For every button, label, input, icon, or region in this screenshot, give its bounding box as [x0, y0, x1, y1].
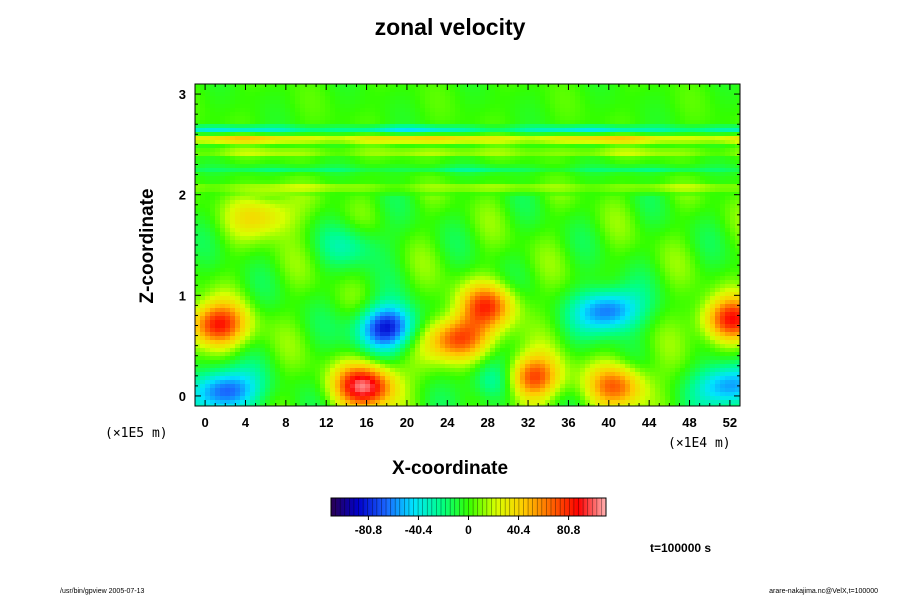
x-tick-label: 32	[521, 415, 535, 430]
x-tick-label: 4	[242, 415, 250, 430]
x-tick-label: 36	[561, 415, 575, 430]
x-tick-label: 24	[440, 415, 455, 430]
colorbar-tick-label: 40.4	[507, 523, 531, 537]
x-tick-label: 40	[602, 415, 616, 430]
colorbar-tick-label: 80.8	[557, 523, 581, 537]
heatmap-field	[195, 84, 740, 406]
x-axis-unit: (×1E4 m)	[668, 436, 731, 451]
x-tick-label: 8	[282, 415, 289, 430]
x-tick-label: 16	[359, 415, 373, 430]
chart-title: zonal velocity	[374, 14, 526, 40]
x-tick-label: 12	[319, 415, 333, 430]
y-axis-unit: (×1E5 m)	[105, 426, 168, 441]
colorbar-tick-label: -80.8	[355, 523, 383, 537]
y-axis-label: Z-coordinate	[137, 188, 158, 304]
y-tick-label: 1	[179, 288, 186, 303]
x-tick-label: 52	[723, 415, 737, 430]
colorbar-ticks: -80.8 -40.4 0 40.4 80.8	[355, 516, 581, 537]
x-axis-label: X-coordinate	[391, 458, 509, 479]
y-axis-ticks: 0 1 2 3	[179, 83, 740, 407]
footer-left-text: /usr/bin/gpview 2005-07-13	[60, 588, 145, 595]
x-axis-ticks: 0 4 8 12 16 20 24 28 32 36 40 44 48 52	[194, 84, 741, 430]
y-tick-label: 2	[179, 188, 186, 203]
x-tick-label: 0	[201, 415, 208, 430]
time-label: t=100000 s	[650, 541, 712, 555]
colorbar-tick-label: 0	[465, 523, 472, 537]
x-tick-label: 20	[400, 415, 414, 430]
colorbar: -80.8 -40.4 0 40.4 80.8	[330, 497, 607, 537]
x-tick-label: 48	[682, 415, 696, 430]
colorbar-divisions	[335, 498, 602, 516]
x-tick-label: 44	[642, 415, 657, 430]
colorbar-tick-label: -40.4	[405, 523, 433, 537]
y-tick-label: 0	[179, 389, 186, 404]
x-tick-label: 28	[480, 415, 494, 430]
y-tick-label: 3	[179, 87, 186, 102]
footer-right-text: arare-nakajima.nc@VelX,t=100000	[769, 588, 878, 595]
